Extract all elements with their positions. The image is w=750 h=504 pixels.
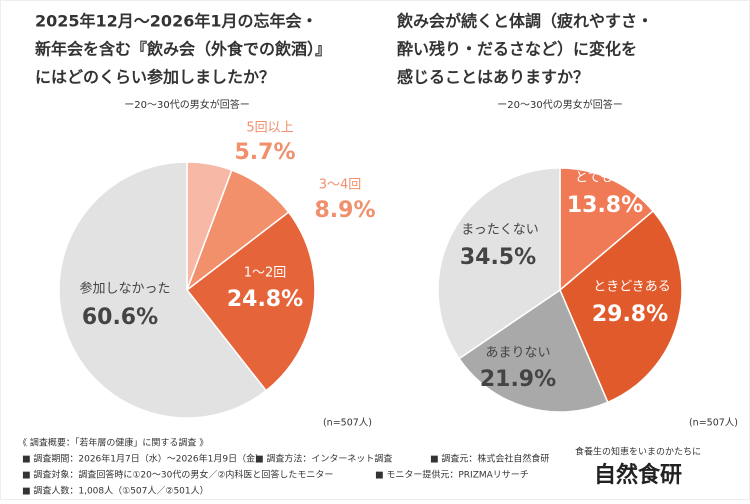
value-label: 5.7% <box>234 140 295 165</box>
logo-tagline: 食養生の知恵をいまのかたちに <box>575 446 701 458</box>
footer-item: ■ 調査人数：1,008人（①507人／②501人） <box>22 485 209 497</box>
sample-note: (n=507人) <box>689 418 738 429</box>
chart-subtitle: ー20～30代の男女が回答ー <box>497 98 622 111</box>
slice-label: 1～2回 <box>244 266 287 281</box>
value-label: 60.6% <box>82 305 158 330</box>
pie-slice <box>185 211 316 392</box>
chart-title: 新年会を含む『飲み会（外食での飲酒）』 <box>35 40 331 59</box>
value-label: 34.5% <box>460 245 536 270</box>
pie-slice <box>437 167 561 360</box>
chart-title: 2025年12月〜2026年1月の忘年会・ <box>35 12 317 31</box>
value-label: 13.8% <box>567 193 643 218</box>
slice-label: とてもある <box>575 171 639 186</box>
value-label: 21.9% <box>480 367 556 392</box>
logo-name: 自然食研 <box>594 462 682 488</box>
slice-label: 参加しなかった <box>79 281 170 297</box>
sample-note: (n=507人) <box>323 418 372 429</box>
footer-item: ■ モニター提供元：PRIZMAリサーチ <box>375 469 529 481</box>
value-label: 8.9% <box>314 198 375 223</box>
pie-slice <box>559 210 683 404</box>
slice-label: 5回以上 <box>246 121 293 136</box>
pie-slice <box>458 288 609 413</box>
slice-label: あまりない <box>485 346 550 361</box>
chart-title: 飲み会が続くと体調（疲れやすさ・ <box>396 12 653 31</box>
pie-slice <box>559 167 655 292</box>
value-label: 24.8% <box>227 287 303 312</box>
slice-label: ときどきある <box>593 280 671 295</box>
footer-item: ■ 調査期間：2026年1月7日（水）～2026年1月9日（金） <box>22 453 264 465</box>
value-label: 29.8% <box>592 302 668 327</box>
chart-title: 酔い残り・だるさなど）に変化を <box>397 40 637 59</box>
footer-heading: 《 調査概要：「若年層の健康」に関する調査 》 <box>18 437 208 449</box>
slice-label: 3～4回 <box>319 178 362 193</box>
footer-item: ■ 調査方法：インターネット調査 <box>255 453 392 465</box>
footer-item: ■ 調査対象：調査回答時に①20～30代の男女／②内科医と回答したモニター <box>22 469 333 481</box>
footer-item: ■ 調査元：株式会社自然食研 <box>430 453 549 465</box>
chart-subtitle: ー20～30代の男女が回答ー <box>124 98 249 111</box>
slice-label: まったくない <box>461 223 538 238</box>
chart-title: にはどのくらい参加しましたか？ <box>35 68 275 87</box>
chart-title: 感じることはありますか？ <box>397 68 589 87</box>
pie-slice <box>58 161 268 419</box>
